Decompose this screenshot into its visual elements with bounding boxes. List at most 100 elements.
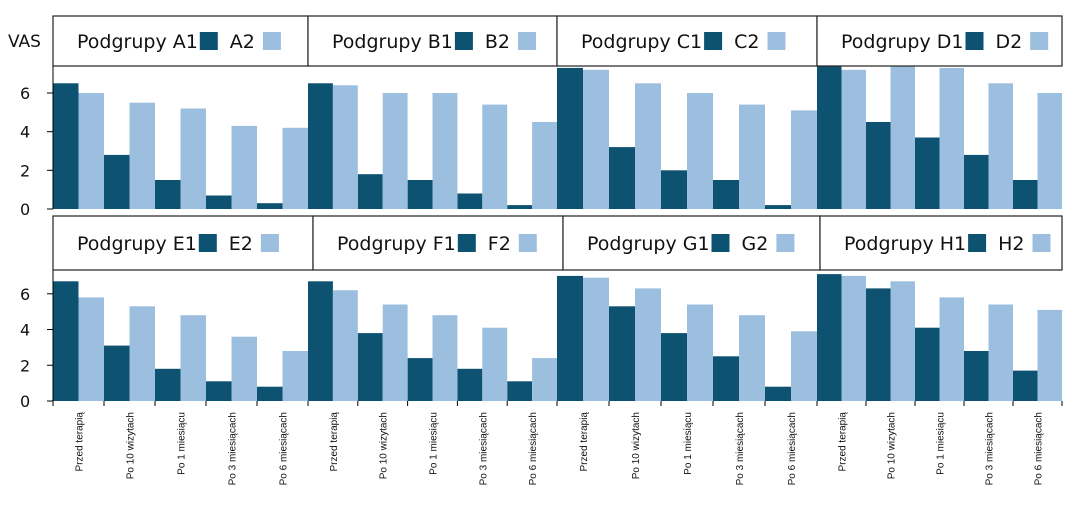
x-category-label: Po 10 wizytach <box>379 412 390 479</box>
legend-series-label: C2 <box>734 31 759 53</box>
bar-d1-4 <box>964 154 989 209</box>
bar-c1-2 <box>609 147 635 209</box>
bar-g1-1 <box>557 275 583 401</box>
y-tick-label: 4 <box>20 321 30 340</box>
bar-a1-1 <box>53 83 79 209</box>
bar-h2-4 <box>988 304 1013 401</box>
bar-e2-5 <box>282 351 308 401</box>
legend-series-label: D2 <box>996 31 1023 53</box>
x-category-label: Po 3 miesiącach <box>735 412 746 485</box>
x-category-label: Przed terapią <box>329 412 340 472</box>
bar-f2-1 <box>332 290 358 401</box>
legend-swatch-g1 <box>711 234 730 252</box>
bar-h1-5 <box>1013 370 1038 401</box>
x-category-label: Przed terapią <box>75 412 86 472</box>
bar-e1-2 <box>104 345 130 401</box>
bar-h1-2 <box>866 288 891 401</box>
bar-c2-5 <box>791 110 817 209</box>
bar-g2-1 <box>583 277 609 401</box>
x-category-label: Po 3 miesiącach <box>985 412 996 485</box>
bar-c2-2 <box>635 83 661 209</box>
bar-e1-3 <box>155 368 181 401</box>
legend-title: Podgrupy F1 <box>337 233 456 255</box>
bar-g1-2 <box>609 306 635 401</box>
bar-e2-4 <box>231 336 257 401</box>
bar-a1-5 <box>257 203 283 209</box>
bar-e1-5 <box>257 386 283 401</box>
bar-a2-4 <box>231 125 257 209</box>
x-category-label: Po 6 miesiącach <box>528 412 539 485</box>
y-tick-label: 6 <box>20 285 30 304</box>
x-category-label: Po 10 wizytach <box>887 412 898 479</box>
bar-d2-3 <box>939 67 964 210</box>
bar-h2-1 <box>841 275 866 401</box>
legend-series-label: A2 <box>230 31 255 53</box>
legend-box-d1 <box>816 15 1063 67</box>
bar-d1-3 <box>915 137 940 209</box>
bar-c1-1 <box>557 67 583 210</box>
legend-title: Podgrupy H1 <box>844 233 966 255</box>
legend-swatch-g2 <box>776 234 795 252</box>
bar-b1-3 <box>407 180 433 209</box>
bar-a2-1 <box>78 93 104 209</box>
bar-b1-1 <box>308 83 333 209</box>
bar-d2-4 <box>988 83 1013 209</box>
y-tick-label: 4 <box>20 123 30 142</box>
bar-b1-4 <box>457 193 483 209</box>
y-tick-label: 2 <box>20 161 30 180</box>
y-tick-label: 0 <box>20 200 30 219</box>
legend-title: Podgrupy D1 <box>841 31 963 53</box>
bar-h2-3 <box>939 297 964 401</box>
y-tick-label: 2 <box>20 356 30 375</box>
legend-series-label: B2 <box>485 31 510 53</box>
bar-b2-3 <box>432 93 458 209</box>
legend-swatch-d2 <box>1030 32 1049 50</box>
bar-c1-3 <box>661 170 687 209</box>
bar-h1-4 <box>964 351 989 401</box>
bar-e2-1 <box>78 297 104 401</box>
x-category-label: Po 3 miesiącach <box>228 412 239 485</box>
bar-b2-4 <box>482 104 508 209</box>
legend-title: Podgrupy B1 <box>332 31 453 53</box>
legend-title: Podgrupy E1 <box>77 233 197 255</box>
bar-f1-2 <box>357 333 383 401</box>
bar-g1-3 <box>661 333 687 401</box>
x-category-label: Po 10 wizytach <box>126 412 137 479</box>
bar-a2-2 <box>129 102 155 209</box>
bar-h2-5 <box>1037 309 1062 401</box>
bar-d2-5 <box>1037 93 1062 209</box>
x-category-label: Po 6 miesiącach <box>1034 412 1045 485</box>
y-tick-label: 6 <box>20 84 30 103</box>
legend-title: Podgrupy A1 <box>77 31 198 53</box>
bar-f2-5 <box>532 358 557 401</box>
bar-c1-4 <box>713 180 739 209</box>
bar-e2-2 <box>129 306 155 401</box>
bar-f2-3 <box>432 315 458 401</box>
x-category-label: Po 1 miesiącu <box>177 412 188 475</box>
legend-swatch-a2 <box>262 32 281 50</box>
bar-a2-5 <box>282 127 308 209</box>
bar-b2-1 <box>332 85 358 209</box>
bar-c1-5 <box>765 205 791 209</box>
bar-e2-3 <box>180 315 206 401</box>
legend-series-label: E2 <box>229 233 253 255</box>
bar-h1-3 <box>915 327 940 401</box>
legend-swatch-e1 <box>198 234 217 252</box>
x-category-label: Przed terapią <box>838 412 849 472</box>
bar-f1-5 <box>507 381 533 401</box>
bar-g2-2 <box>635 288 661 401</box>
x-category-label: Po 6 miesiącach <box>279 412 290 485</box>
legend-swatch-b1 <box>454 32 473 50</box>
bar-b1-2 <box>357 174 383 209</box>
bar-d2-2 <box>890 65 915 210</box>
bar-d1-1 <box>817 58 842 210</box>
legend-box-h1 <box>819 215 1063 271</box>
bar-d1-2 <box>866 122 891 209</box>
legend-series-label: H2 <box>998 233 1024 255</box>
bar-g1-4 <box>713 356 739 401</box>
bar-b1-5 <box>507 205 533 209</box>
bar-d1-5 <box>1013 180 1038 209</box>
bar-b2-2 <box>382 93 408 209</box>
bar-f1-1 <box>308 281 333 401</box>
